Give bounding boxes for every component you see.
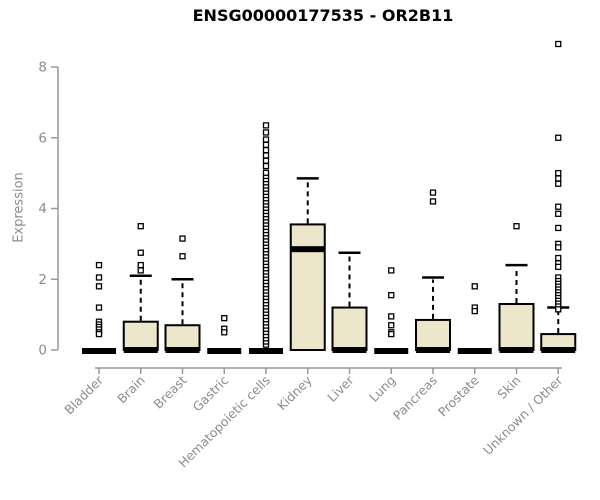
outlier-point-hematopoietic-cells	[262, 162, 270, 170]
outlier-point-unknown-other	[555, 254, 562, 262]
outlier-point-bladder	[95, 274, 103, 281]
outlier-point-skin	[513, 223, 520, 230]
chart-title: ENSG00000177535 - OR2B11	[192, 6, 454, 25]
outlier-point-gastric	[221, 329, 228, 336]
outlier-point-unknown-other	[555, 210, 562, 217]
x-tick-label-kidney: Kidney	[274, 372, 315, 413]
median-kidney	[290, 246, 325, 253]
box-breast	[164, 324, 201, 351]
outlier-point-lung	[388, 322, 395, 329]
outlier-point-breast	[179, 253, 186, 260]
median-pancreas	[416, 347, 450, 353]
outlier-point-lung	[388, 267, 395, 274]
outlier-point-hematopoietic-cells	[262, 141, 270, 148]
outlier-point-bladder	[95, 304, 103, 311]
outlier-point-hematopoietic-cells	[262, 136, 270, 143]
outlier-point-unknown-other	[555, 203, 562, 210]
zero-bar-gastric	[207, 348, 242, 354]
outlier-point-unknown-other	[555, 40, 562, 48]
outlier-point-unknown-other	[555, 244, 562, 251]
outlier-point-unknown-other	[555, 134, 562, 141]
zero-bar-lung	[374, 348, 409, 354]
outlier-point-hematopoietic-cells	[262, 152, 270, 159]
outlier-point-bladder	[95, 261, 103, 269]
outlier-point-prostate	[471, 283, 478, 290]
outlier-point-gastric	[221, 315, 228, 322]
box-skin	[498, 303, 535, 352]
outlier-point-pancreas	[429, 189, 437, 196]
x-tick-label-gastric: Gastric	[189, 372, 231, 414]
median-breast	[165, 347, 200, 353]
median-skin	[499, 347, 534, 353]
outlier-point-unknown-other	[555, 180, 562, 187]
outlier-point-bladder	[95, 330, 103, 338]
outlier-point-hematopoietic-cells	[262, 146, 270, 154]
box-liver	[331, 306, 368, 351]
outlier-point-lung	[388, 330, 395, 338]
x-tick-label-liver: Liver	[324, 372, 357, 405]
outlier-point-bladder	[95, 283, 103, 290]
outlier-point-lung	[388, 313, 395, 320]
x-tick-label-lung: Lung	[366, 373, 398, 405]
outlier-point-hematopoietic-cells	[262, 157, 270, 164]
median-brain	[123, 347, 158, 353]
y-tick-label: 0	[38, 343, 47, 359]
x-tick-label-unknown-other: Unknown / Other	[480, 372, 566, 458]
outlier-point-unknown-other	[555, 306, 562, 313]
x-tick-label-pancreas: Pancreas	[390, 373, 440, 423]
outlier-point-lung	[388, 292, 395, 299]
outlier-point-unknown-other	[555, 169, 562, 177]
outlier-point-brain	[137, 249, 144, 256]
median-liver	[332, 347, 367, 353]
box-brain	[122, 320, 159, 352]
outlier-point-unknown-other	[555, 263, 562, 271]
outlier-point-hematopoietic-cells	[262, 129, 270, 136]
box-kidney	[289, 223, 326, 351]
outlier-point-hematopoietic-cells	[262, 169, 270, 176]
median-unknown-other	[541, 347, 576, 353]
outlier-point-brain	[137, 261, 144, 269]
outlier-point-unknown-other	[555, 224, 562, 232]
y-tick-label: 4	[38, 201, 47, 217]
outlier-point-prostate	[471, 307, 478, 315]
x-tick-label-brain: Brain	[114, 373, 148, 407]
y-tick-label: 8	[38, 60, 47, 76]
outlier-point-pancreas	[429, 198, 437, 205]
x-tick-label-bladder: Bladder	[61, 372, 106, 417]
y-tick-label: 2	[38, 272, 47, 288]
x-tick-label-prostate: Prostate	[435, 372, 482, 419]
zero-bar-prostate	[457, 348, 492, 354]
outlier-point-brain	[137, 267, 144, 274]
x-tick-label-skin: Skin	[494, 373, 523, 402]
outlier-point-hematopoietic-cells	[262, 122, 270, 129]
outlier-point-brain	[137, 223, 144, 230]
outlier-point-breast	[179, 235, 186, 242]
outlier-point-unknown-other	[555, 175, 562, 182]
y-tick-label: 6	[38, 130, 47, 146]
box-pancreas	[415, 318, 451, 351]
zero-bar-bladder	[82, 348, 116, 354]
zero-bar-hematopoietic-cells	[249, 348, 283, 354]
x-tick-label-breast: Breast	[151, 372, 190, 411]
